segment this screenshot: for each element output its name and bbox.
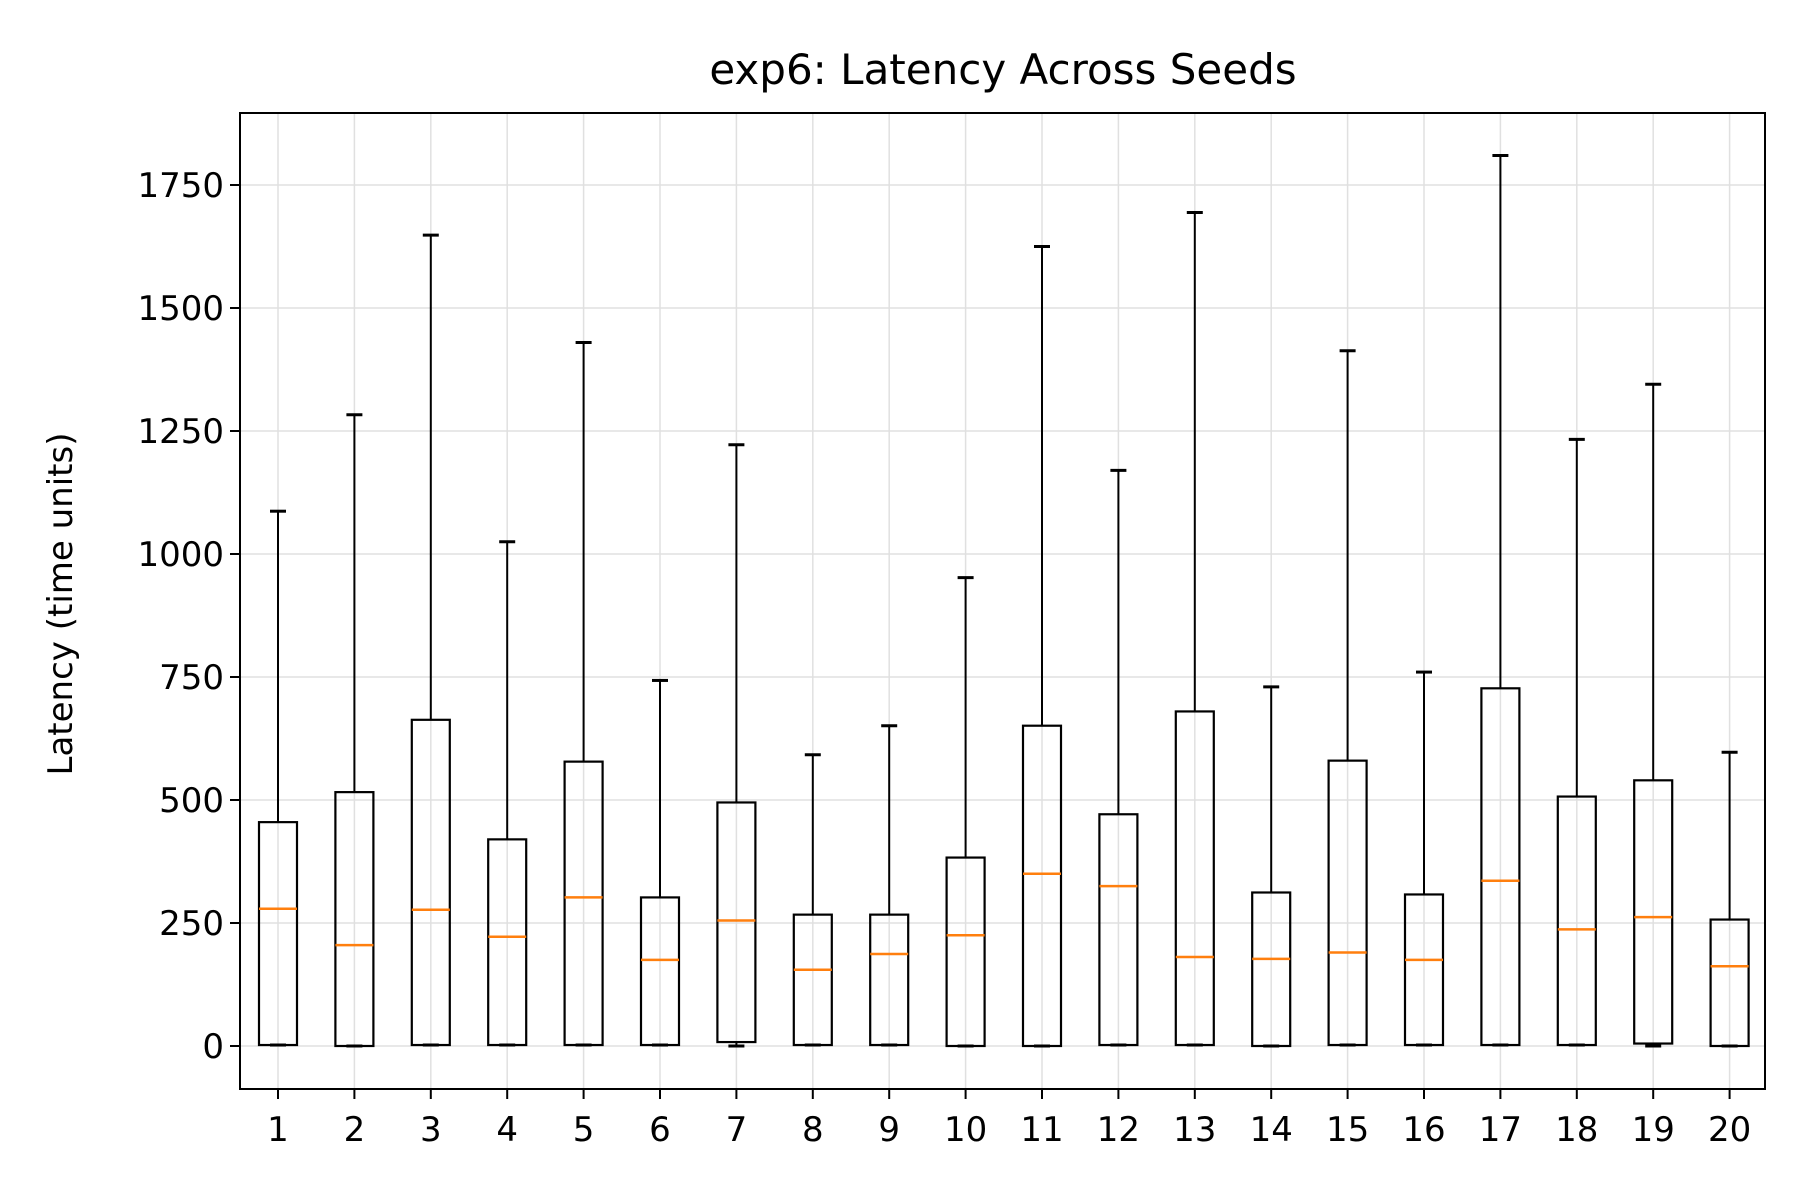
x-tick-label: 16: [1402, 1110, 1445, 1150]
x-tick-label: 1: [267, 1110, 289, 1150]
iqr-box: [1403, 893, 1445, 1047]
box-19: [1633, 382, 1674, 1048]
box-11: [1021, 245, 1063, 1048]
x-tick-label: 7: [726, 1110, 748, 1150]
box-16: [1403, 670, 1445, 1047]
chart-title: exp6: Latency Across Seeds: [709, 45, 1296, 94]
x-tick-label: 17: [1479, 1110, 1522, 1150]
x-tick-label: 10: [944, 1110, 987, 1150]
box-13: [1174, 211, 1215, 1047]
x-tick-label: 11: [1020, 1110, 1063, 1150]
iqr-box: [1251, 891, 1292, 1048]
iqr-box: [1633, 779, 1674, 1045]
box-4: [487, 540, 528, 1047]
box-18: [1556, 437, 1597, 1047]
y-axis-label: Latency (time units): [41, 433, 81, 776]
iqr-box: [639, 896, 681, 1047]
x-tick-label: 5: [573, 1110, 595, 1150]
box-9: [869, 724, 910, 1047]
iqr-box: [410, 718, 451, 1047]
iqr-box: [869, 913, 910, 1047]
x-tick-label: 14: [1250, 1110, 1293, 1150]
x-tick-label: 8: [802, 1110, 824, 1150]
x-tick-label: 2: [344, 1110, 366, 1150]
x-tick-label: 13: [1173, 1110, 1216, 1150]
box-17: [1480, 153, 1521, 1047]
x-tick-label: 9: [878, 1110, 900, 1150]
y-tick-label: 250: [159, 904, 224, 944]
x-tick-label: 18: [1555, 1110, 1598, 1150]
iqr-box: [792, 913, 833, 1047]
box-3: [410, 233, 451, 1047]
x-tick-label: 12: [1097, 1110, 1140, 1150]
y-tick-label: 0: [202, 1027, 224, 1067]
y-tick-label: 500: [159, 781, 224, 821]
iqr-box: [1480, 687, 1521, 1047]
y-tick-label: 750: [159, 658, 224, 698]
x-tick-label: 6: [649, 1110, 671, 1150]
box-20: [1709, 750, 1750, 1048]
box-10: [945, 576, 986, 1048]
plot-area-frame: [239, 112, 1766, 1090]
y-tick-label: 1000: [137, 535, 224, 575]
iqr-box: [1021, 724, 1063, 1048]
iqr-box: [1327, 759, 1368, 1047]
box-12: [1098, 468, 1139, 1047]
iqr-box: [945, 856, 986, 1048]
box-15: [1327, 349, 1368, 1047]
box-14: [1251, 685, 1292, 1048]
iqr-box: [1556, 795, 1597, 1047]
iqr-box: [334, 791, 375, 1048]
box-8: [792, 753, 833, 1047]
x-tick-label: 19: [1632, 1110, 1675, 1150]
box-2: [334, 413, 375, 1048]
boxes-layer: [257, 153, 1750, 1048]
grid-lines: [240, 113, 1765, 1089]
x-tick-label: 3: [420, 1110, 442, 1150]
y-tick-label: 1500: [137, 289, 224, 329]
y-tick-label: 1250: [137, 412, 224, 452]
box-7: [716, 443, 757, 1048]
x-tick-label: 4: [496, 1110, 518, 1150]
box-6: [639, 678, 681, 1047]
box-5: [563, 340, 604, 1047]
iqr-box: [1098, 813, 1139, 1047]
iqr-box: [487, 838, 528, 1047]
iqr-box: [1709, 918, 1750, 1048]
x-tick-label: 15: [1326, 1110, 1369, 1150]
iqr-box: [563, 760, 604, 1047]
box-1: [257, 509, 299, 1047]
iqr-box: [1174, 710, 1215, 1047]
iqr-box: [257, 821, 299, 1047]
iqr-box: [716, 801, 757, 1044]
x-tick-label: 20: [1708, 1110, 1751, 1150]
y-tick-label: 1750: [137, 166, 224, 206]
